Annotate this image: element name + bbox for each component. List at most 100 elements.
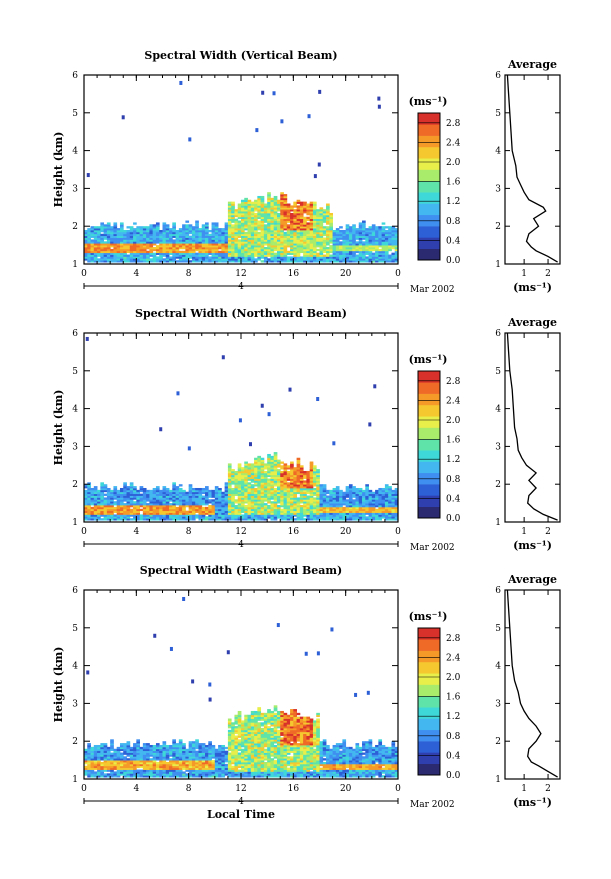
- heatmap-cell: [133, 222, 137, 224]
- heatmap-cell: [202, 488, 206, 490]
- heatmap-cell: [303, 480, 307, 482]
- heatmap-cell: [113, 514, 117, 516]
- profile-y-tick-label: 2: [495, 480, 501, 490]
- heatmap-cell: [359, 222, 363, 224]
- heatmap-cell: [280, 192, 284, 194]
- heatmap-cell: [290, 462, 294, 464]
- profile-curve: [507, 75, 557, 262]
- heatmap-cell: [264, 204, 268, 206]
- heatmap-cell: [346, 486, 350, 488]
- heatmap-cell: [156, 743, 160, 745]
- heatmap-cell: [182, 490, 186, 492]
- colorbar-unit: (ms⁻¹): [409, 353, 448, 366]
- heatmap-cell: [123, 743, 127, 745]
- heatmap-cell: [264, 463, 268, 465]
- heatmap-cell: [94, 745, 98, 747]
- heatmap-cell: [221, 492, 225, 494]
- heatmap-cell: [179, 81, 182, 85]
- heatmap-panel-0: [84, 81, 398, 263]
- heatmap-cell: [149, 258, 153, 260]
- heatmap-cell: [198, 228, 202, 230]
- heatmap-cell: [323, 255, 327, 257]
- colorbar-tick-label: 1.2: [446, 197, 460, 207]
- heatmap-cell: [172, 239, 176, 241]
- heatmap-cell: [336, 486, 340, 488]
- x-tick-label: 16: [288, 527, 300, 537]
- heatmap-cell: [261, 260, 265, 262]
- colorbar-swatch: [418, 124, 440, 136]
- heatmap-cell: [86, 337, 89, 341]
- heatmap-cell: [133, 501, 137, 503]
- heatmap-cell: [378, 249, 382, 251]
- heatmap-cell: [306, 496, 310, 498]
- heatmap-cell: [349, 484, 353, 486]
- heatmap-cell: [104, 497, 108, 499]
- heatmap-cell: [133, 743, 137, 745]
- heatmap-cell: [117, 490, 121, 492]
- y-axis-label: Height (km): [52, 390, 65, 466]
- x-tick-label: 0: [81, 269, 87, 279]
- x-tick-label: 0: [395, 269, 401, 279]
- heatmap-cell: [221, 228, 225, 230]
- profile-x-tick-label: 1: [521, 527, 527, 537]
- x-tick-label: 16: [288, 269, 300, 279]
- colorbar-unit: (ms⁻¹): [409, 95, 448, 108]
- heatmap-cell: [234, 471, 238, 473]
- heatmap-cell: [300, 465, 304, 467]
- heatmap-cell: [375, 509, 379, 511]
- heatmap-cell: [159, 427, 162, 431]
- heatmap-cell: [156, 486, 160, 488]
- heatmap-cell: [159, 745, 163, 747]
- heatmap-cell: [238, 204, 242, 206]
- heatmap-cell: [140, 770, 144, 772]
- heatmap-cell: [326, 490, 330, 492]
- heatmap-cell: [218, 488, 222, 490]
- heatmap-cell: [261, 458, 265, 460]
- heatmap-cell: [169, 503, 173, 505]
- heatmap-cell: [254, 458, 258, 460]
- heatmap-cell: [156, 762, 160, 764]
- heatmap-cell: [273, 91, 276, 95]
- heatmap-cell: [100, 518, 104, 520]
- x-tick-label: 12: [235, 527, 246, 537]
- colorbar-tick-label: 1.6: [446, 178, 461, 188]
- heatmap-cell: [159, 490, 163, 492]
- profile-frame: [505, 75, 560, 264]
- heatmap-cell: [264, 471, 268, 473]
- heatmap-cell: [293, 467, 297, 469]
- heatmap-cell: [153, 745, 157, 747]
- heatmap-cell: [234, 499, 238, 501]
- profile-y-tick-label: 3: [495, 442, 501, 452]
- heatmap-cell: [228, 463, 232, 465]
- heatmap-cell: [107, 222, 111, 224]
- heatmap-cell: [274, 196, 278, 198]
- heatmap-cell: [362, 241, 366, 243]
- profile-curve: [507, 333, 557, 520]
- heatmap-cell: [192, 226, 196, 228]
- heatmap-cell: [205, 516, 209, 518]
- heatmap-cell: [306, 222, 310, 224]
- heatmap-cell: [388, 226, 392, 228]
- heatmap-cell: [97, 258, 101, 260]
- heatmap-cell: [143, 743, 147, 745]
- heatmap-cell: [277, 460, 281, 462]
- heatmap-cell: [303, 202, 307, 204]
- heatmap-cell: [225, 222, 229, 224]
- heatmap-cell: [100, 482, 104, 484]
- colorbar-swatch: [418, 394, 440, 406]
- heatmap-cell: [149, 758, 153, 760]
- heatmap-cell: [287, 224, 291, 226]
- heatmap-cell: [267, 505, 271, 507]
- heatmap-cell: [329, 255, 333, 257]
- heatmap-cell: [290, 205, 294, 207]
- heatmap-cell: [297, 200, 301, 202]
- heatmap-cell: [91, 488, 95, 490]
- colorbar-swatch: [418, 136, 440, 148]
- x-tick-label: 20: [340, 527, 352, 537]
- heatmap-cell: [107, 488, 111, 490]
- y-tick-label: 6: [72, 329, 78, 339]
- heatmap-cell: [254, 200, 258, 202]
- heatmap-cell: [310, 202, 314, 204]
- colorbar-swatch: [418, 450, 440, 462]
- colorbar-swatch: [418, 170, 440, 182]
